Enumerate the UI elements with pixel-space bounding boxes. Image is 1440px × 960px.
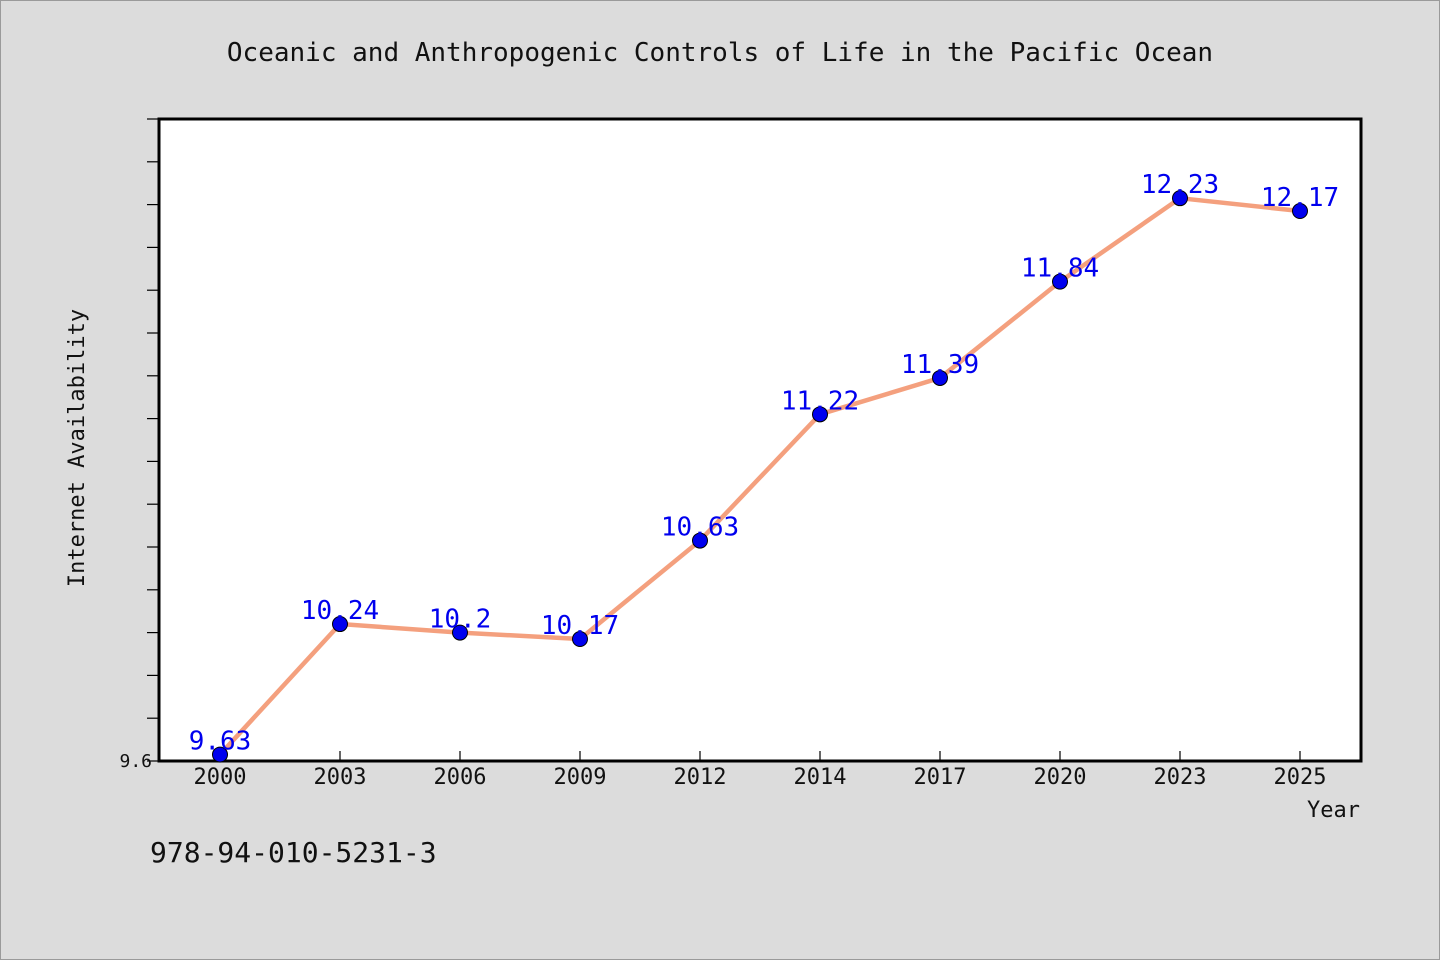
x-tick-label: 2012 <box>674 765 727 790</box>
data-point <box>1172 190 1188 207</box>
x-tick-label: 2020 <box>1034 765 1087 790</box>
data-point <box>212 746 228 763</box>
isbn-text: 978-94-010-5231-3 <box>150 836 437 869</box>
data-point <box>812 406 828 423</box>
data-point <box>932 369 948 386</box>
x-axis-ticks <box>219 751 1301 761</box>
x-tick-label: 2000 <box>194 765 247 790</box>
data-label: 10.2 <box>429 605 492 635</box>
data-point <box>572 631 588 648</box>
data-label: 9.63 <box>189 727 252 757</box>
x-axis-label: Year <box>1307 798 1360 823</box>
y-axis-label: Internet Availability <box>65 309 90 587</box>
plot-area <box>157 117 1363 763</box>
series-line-group <box>217 195 1303 757</box>
data-point <box>1052 273 1068 290</box>
x-tick-label: 2014 <box>794 765 847 790</box>
data-point <box>1292 203 1308 220</box>
x-tick-label: 2003 <box>314 765 367 790</box>
series-markers-group <box>212 190 1308 763</box>
y-tick-label: 9.6 <box>119 751 152 772</box>
data-label: 10.24 <box>301 596 379 626</box>
data-labels-group: 9.63 10.24 10.2 10.17 10.63 11.22 11.39 11.84 12… <box>189 170 1339 756</box>
y-axis-ticks <box>147 118 159 762</box>
data-label: 10.17 <box>541 611 619 641</box>
data-label: 12.17 <box>1261 183 1339 213</box>
data-point <box>692 532 708 549</box>
x-tick-label: 2023 <box>1154 765 1207 790</box>
x-tick-label: 2017 <box>914 765 967 790</box>
x-tick-label: 2009 <box>554 765 607 790</box>
data-label: 11.22 <box>781 386 859 416</box>
data-label: 10.63 <box>661 513 739 543</box>
data-label: 12.23 <box>1141 170 1219 200</box>
chart-title: Oceanic and Anthropogenic Controls of Li… <box>227 38 1213 68</box>
series-line <box>217 195 1303 757</box>
data-point <box>452 624 468 641</box>
x-tick-label: 2006 <box>434 765 487 790</box>
data-label: 11.84 <box>1021 254 1099 284</box>
data-label: 11.39 <box>901 350 979 380</box>
x-tick-label: 2025 <box>1274 765 1327 790</box>
x-tick-labels: 2000 2003 2006 2009 2012 2014 2017 2020 2023 2025 <box>194 765 1327 790</box>
data-point <box>332 616 348 633</box>
